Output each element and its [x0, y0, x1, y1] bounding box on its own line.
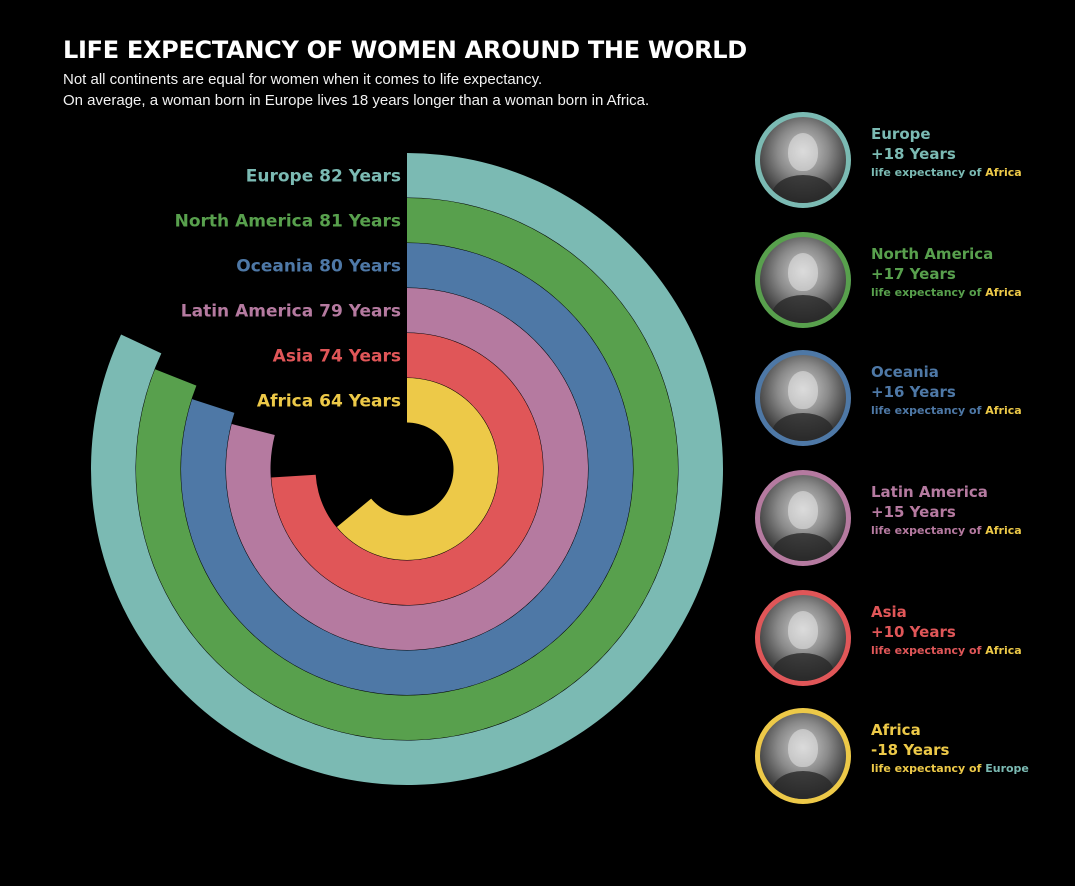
face-shape [788, 611, 818, 649]
card-note: life expectancy of Africa [871, 643, 1071, 659]
note-reference: Africa [985, 644, 1022, 657]
value-label: 79 Years [319, 301, 401, 321]
note-prefix: life expectancy of [871, 166, 986, 179]
chart-subtitle: Not all continents are equal for women w… [63, 69, 763, 111]
portrait-photo [755, 350, 851, 446]
card-continent-name: Oceania [871, 363, 939, 381]
card-difference: +18 Years [871, 145, 956, 163]
continent-card: Latin America +15 Years life expectancy of… [755, 470, 1065, 570]
card-continent-name: Asia [871, 603, 907, 621]
note-prefix: life expectancy of [871, 286, 986, 299]
continent-card: Africa -18 Years life expectancy of Europe [755, 708, 1065, 808]
note-reference: Africa [985, 524, 1022, 537]
value-label: 64 Years [319, 391, 401, 411]
category-label: North America [175, 211, 320, 231]
card-difference: +15 Years [871, 503, 956, 521]
portrait-photo [755, 112, 851, 208]
chart-title: LIFE EXPECTANCY OF WOMEN AROUND THE WORL… [63, 36, 747, 64]
ring-bar-asia [271, 333, 543, 605]
category-label: Africa [257, 391, 319, 411]
shoulders-shape [772, 295, 834, 323]
card-note: life expectancy of Africa [871, 403, 1071, 419]
face-shape [788, 133, 818, 171]
shoulders-shape [772, 771, 834, 799]
shoulders-shape [772, 653, 834, 681]
ring-label-asia: Asia 74 Years [273, 346, 401, 366]
portrait-photo [755, 708, 851, 804]
card-difference: -18 Years [871, 741, 950, 759]
value-label: 74 Years [319, 346, 401, 366]
ring-label-europe: Europe 82 Years [246, 166, 401, 186]
card-note: life expectancy of Africa [871, 285, 1071, 301]
ring-label-latin-america: Latin America 79 Years [181, 301, 401, 321]
card-text: Latin America +15 Years life expectancy of… [871, 482, 1071, 539]
ring-label-africa: Africa 64 Years [257, 391, 401, 411]
face-shape [788, 371, 818, 409]
card-note: life expectancy of Africa [871, 165, 1071, 181]
note-reference: Africa [985, 286, 1022, 299]
continent-card: North America +17 Years life expectancy of… [755, 232, 1065, 332]
card-note: life expectancy of Africa [871, 523, 1071, 539]
shoulders-shape [772, 413, 834, 441]
header: LIFE EXPECTANCY OF WOMEN AROUND THE WORL… [63, 36, 763, 111]
face-shape [788, 253, 818, 291]
card-text: Oceania +16 Years life expectancy of Afric… [871, 362, 1071, 419]
category-label: Latin America [181, 301, 319, 321]
shoulders-shape [772, 533, 834, 561]
continent-card: Europe +18 Years life expectancy of Africa [755, 112, 1065, 212]
card-text: Asia +10 Years life expectancy of Africa [871, 602, 1071, 659]
note-prefix: life expectancy of [871, 644, 986, 657]
card-continent-name: Europe [871, 125, 931, 143]
face-shape [788, 729, 818, 767]
card-continent-name: Latin America [871, 483, 988, 501]
ring-bar-africa [336, 378, 499, 560]
card-text: North America +17 Years life expectancy of… [871, 244, 1071, 301]
shoulders-shape [772, 175, 834, 203]
value-label: 81 Years [319, 211, 401, 231]
radial-bar-chart: Europe 82 Years North America 81 Years Oce… [91, 153, 724, 785]
face-shape [788, 491, 818, 529]
card-text: Africa -18 Years life expectancy of Europe [871, 720, 1071, 777]
subtitle-line: Not all continents are equal for women w… [63, 71, 543, 88]
note-prefix: life expectancy of [871, 762, 986, 775]
ring-label-oceania: Oceania 80 Years [236, 256, 401, 276]
continent-card: Asia +10 Years life expectancy of Africa [755, 590, 1065, 690]
portrait-photo [755, 232, 851, 328]
continent-card: Oceania +16 Years life expectancy of Afric… [755, 350, 1065, 450]
note-reference: Europe [985, 762, 1029, 775]
card-continent-name: Africa [871, 721, 921, 739]
card-difference: +17 Years [871, 265, 956, 283]
note-prefix: life expectancy of [871, 524, 986, 537]
category-label: Oceania [236, 256, 319, 276]
card-note: life expectancy of Europe [871, 761, 1071, 777]
note-prefix: life expectancy of [871, 404, 986, 417]
portrait-photo [755, 470, 851, 566]
note-reference: Africa [985, 166, 1022, 179]
card-text: Europe +18 Years life expectancy of Africa [871, 124, 1071, 181]
ring-label-north-america: North America 81 Years [175, 211, 401, 231]
value-label: 82 Years [319, 166, 401, 186]
category-label: Europe [246, 166, 319, 186]
category-label: Asia [273, 346, 320, 366]
card-difference: +10 Years [871, 623, 956, 641]
continent-cards: Europe +18 Years life expectancy of Africa… [755, 0, 1075, 886]
value-label: 80 Years [319, 256, 401, 276]
card-continent-name: North America [871, 245, 994, 263]
subtitle-line: On average, a woman born in Europe lives… [63, 92, 650, 109]
card-difference: +16 Years [871, 383, 956, 401]
portrait-photo [755, 590, 851, 686]
note-reference: Africa [985, 404, 1022, 417]
